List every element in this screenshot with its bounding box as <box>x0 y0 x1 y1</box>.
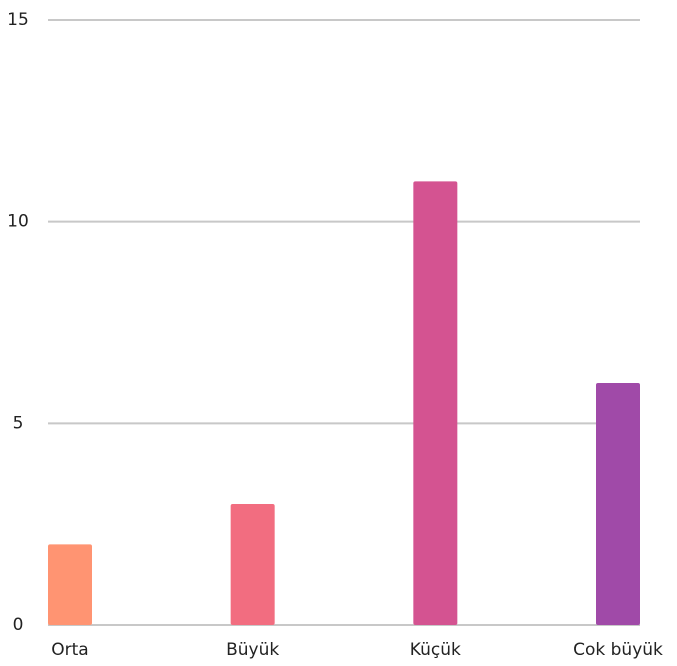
y-tick-label: 15 <box>7 10 29 30</box>
x-tick-label: Küçük <box>410 640 461 660</box>
bar <box>596 383 640 625</box>
y-tick-label: 0 <box>13 615 24 635</box>
y-tick-label: 10 <box>7 212 29 232</box>
bar <box>413 181 458 626</box>
x-tick-label: Orta <box>51 640 88 660</box>
bar <box>230 504 275 625</box>
x-tick-label: Cok büyük <box>573 640 663 660</box>
bar <box>48 544 92 625</box>
x-tick-label: Büyük <box>226 640 279 660</box>
y-tick-label: 5 <box>13 413 24 433</box>
